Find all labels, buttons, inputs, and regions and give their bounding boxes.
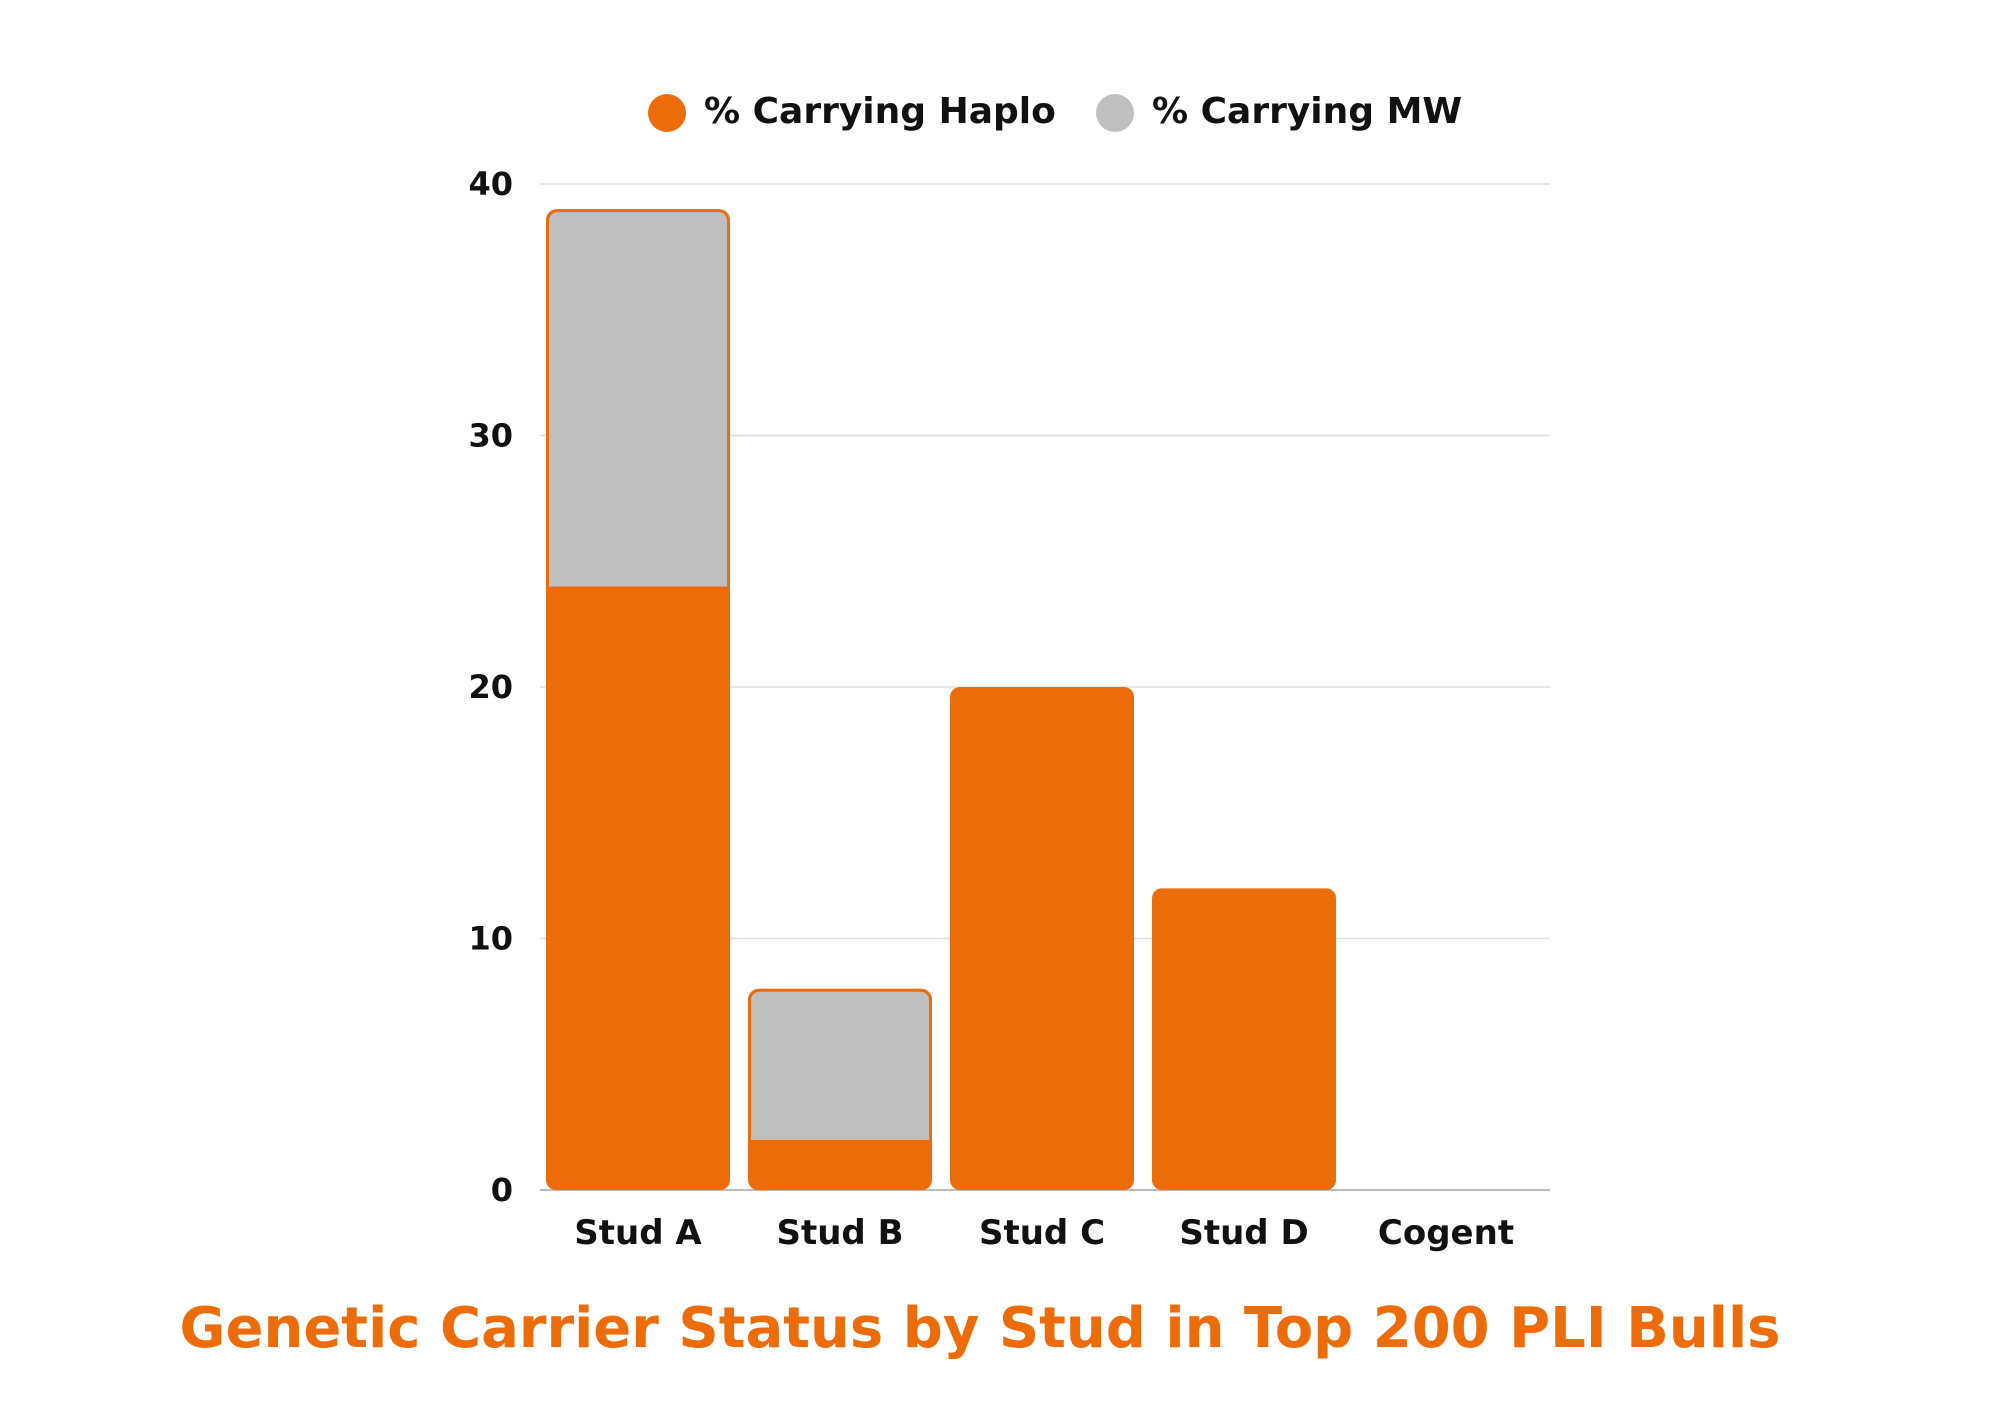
chart-title: Genetic Carrier Status by Stud in Top 20…: [180, 1296, 1781, 1361]
y-axis-ticks: 0 10 20 30 40: [468, 165, 513, 1209]
bar-segment-haplo: [546, 586, 730, 1190]
legend-swatch-haplo: [648, 94, 686, 132]
x-axis-ticks: Stud A Stud B Stud C Stud D Cogent: [574, 1213, 1514, 1253]
y-tick-label: 10: [468, 920, 513, 958]
x-tick-label: Stud B: [776, 1213, 903, 1253]
bar-segment-haplo: [1152, 888, 1336, 1190]
bars: [546, 209, 1336, 1190]
bar-segment-haplo: [748, 1139, 932, 1190]
legend-label-mw: % Carrying MW: [1152, 91, 1462, 132]
bar-group: [748, 988, 932, 1190]
y-tick-label: 30: [468, 417, 513, 455]
y-tick-label: 0: [491, 1171, 513, 1209]
bar-segment-haplo: [950, 687, 1134, 1190]
bar-group: [546, 209, 730, 1190]
bar-outline: [546, 209, 730, 1190]
x-tick-label: Stud C: [979, 1213, 1105, 1253]
bar-segment-mw: [748, 988, 932, 1140]
bar-outline: [748, 988, 932, 1190]
bar-group: [950, 687, 1134, 1190]
x-tick-label: Stud A: [574, 1213, 702, 1253]
legend-item-haplo: % Carrying Haplo: [648, 91, 1056, 132]
legend-item-mw: % Carrying MW: [1096, 91, 1462, 132]
bar-group: [1152, 888, 1336, 1190]
y-tick-label: 20: [468, 668, 513, 706]
x-tick-label: Stud D: [1179, 1213, 1308, 1253]
legend: % Carrying Haplo % Carrying MW: [648, 91, 1462, 132]
legend-swatch-mw: [1096, 94, 1134, 132]
bar-segment-mw: [546, 209, 730, 587]
x-tick-label: Cogent: [1378, 1213, 1514, 1253]
legend-label-haplo: % Carrying Haplo: [704, 91, 1056, 132]
y-tick-label: 40: [468, 165, 513, 203]
